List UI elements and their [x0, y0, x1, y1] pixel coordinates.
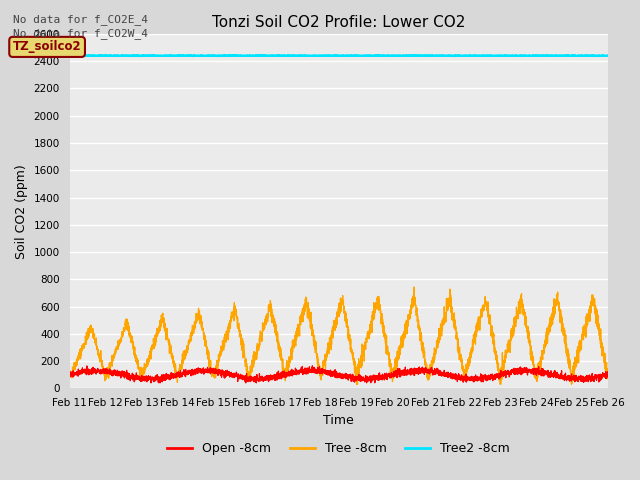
- Y-axis label: Soil CO2 (ppm): Soil CO2 (ppm): [15, 164, 28, 259]
- Legend: Open -8cm, Tree -8cm, Tree2 -8cm: Open -8cm, Tree -8cm, Tree2 -8cm: [162, 437, 515, 460]
- X-axis label: Time: Time: [323, 414, 354, 427]
- Text: No data for f_CO2W_4: No data for f_CO2W_4: [13, 28, 148, 39]
- Text: TZ_soilco2: TZ_soilco2: [13, 40, 81, 53]
- Text: No data for f_CO2E_4: No data for f_CO2E_4: [13, 13, 148, 24]
- Title: Tonzi Soil CO2 Profile: Lower CO2: Tonzi Soil CO2 Profile: Lower CO2: [212, 15, 465, 30]
